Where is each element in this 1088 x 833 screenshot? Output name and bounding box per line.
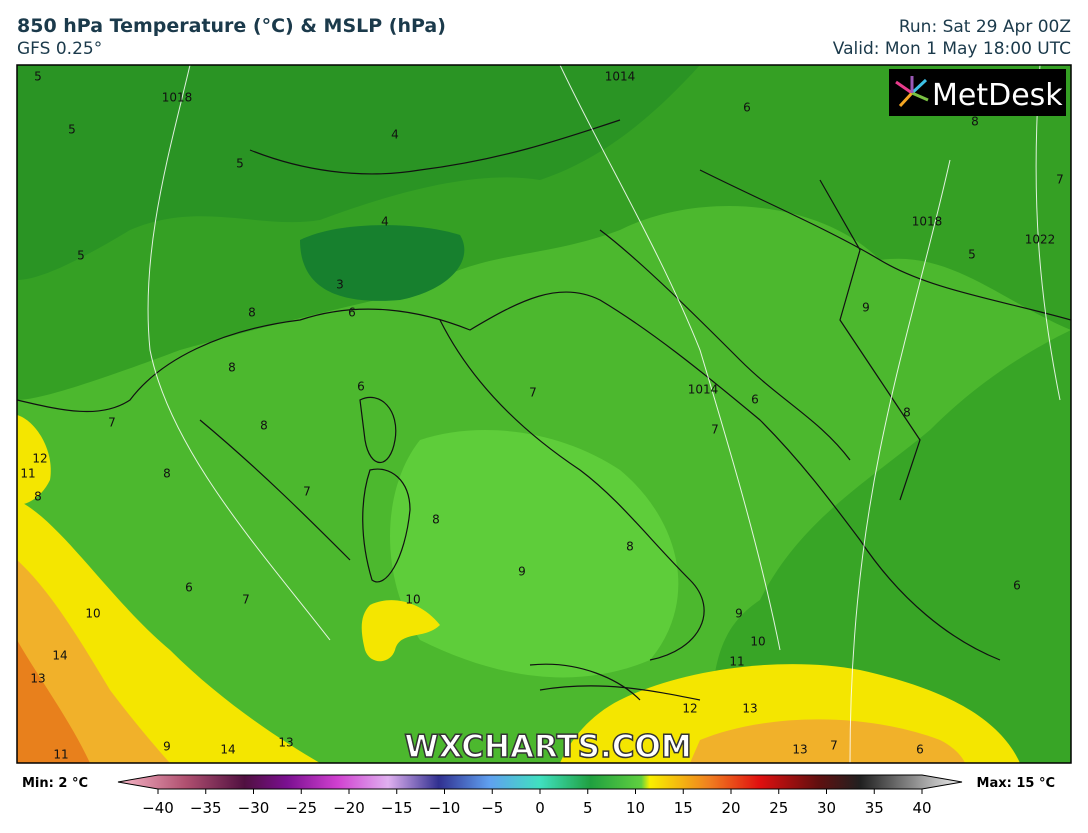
tick-label: −10 (429, 799, 461, 817)
contour-label: 8 (903, 406, 911, 420)
contour-label: 6 (1013, 579, 1021, 593)
tick-label: −15 (381, 799, 413, 817)
title: 850 hPa Temperature (°C) & MSLP (hPa) (17, 15, 446, 37)
tick-label: 30 (817, 799, 836, 817)
tick-label: 15 (674, 799, 693, 817)
contour-label: 14 (220, 743, 235, 757)
contour-label: 9 (163, 740, 171, 754)
tick-label: 25 (769, 799, 788, 817)
min-label: Min: 2 °C (22, 776, 88, 791)
logo-box (889, 69, 1066, 116)
contour-label: 8 (626, 540, 634, 554)
contour-label: 10 (750, 635, 765, 649)
contour-label: 5 (68, 123, 76, 137)
valid: Valid: Mon 1 May 18:00 UTC (833, 39, 1071, 59)
contour-label: 6 (357, 380, 365, 394)
contour-label: 7 (303, 485, 311, 499)
tick-label: −25 (285, 799, 317, 817)
logo: MetDesk (932, 78, 1063, 113)
run: Run: Sat 29 Apr 00Z (899, 17, 1071, 37)
coldest-region (300, 225, 465, 301)
contour-label: 13 (30, 672, 45, 686)
contour-label: 6 (185, 581, 193, 595)
contour-label: 1014 (605, 70, 636, 84)
watermark: WXCHARTS.COM (404, 729, 691, 765)
contour-label: 14 (52, 649, 67, 663)
contour-label: 4 (381, 215, 389, 229)
colder-region (17, 65, 700, 280)
tick-label: −40 (142, 799, 174, 817)
contour-label: 11 (53, 748, 68, 762)
contour-label: 8 (228, 361, 236, 375)
max-label: Max: 15 °C (977, 776, 1055, 791)
warmest-west (17, 640, 90, 763)
contour-label: 8 (432, 513, 440, 527)
contour-label: 7 (529, 386, 537, 400)
warm-iberia (17, 415, 51, 505)
contour-label: 6 (916, 743, 924, 757)
contour-label: 7 (108, 416, 116, 430)
contour-label: 5 (236, 157, 244, 171)
tick-label: 0 (535, 799, 545, 817)
colorbar-ticks: −40 −35 −30 −25 −20 −15 −10 −5 0 5 10 15 20 25 30 35 40 (142, 789, 932, 817)
contour-label: 8 (971, 115, 979, 129)
contour-label: 9 (518, 565, 526, 579)
contour-label: 6 (751, 393, 759, 407)
map: 5510185544361014685710181022868789101476… (16, 64, 1072, 766)
contour-label: 8 (163, 467, 171, 481)
contour-label: 1014 (688, 383, 719, 397)
logo-icon (895, 76, 929, 108)
contour-label: 8 (34, 490, 42, 504)
contour-label: 5 (77, 249, 85, 263)
contour-label: 3 (336, 278, 344, 292)
tick-label: −20 (333, 799, 365, 817)
contour-label: 9 (735, 607, 743, 621)
subtitle: GFS 0.25° (17, 39, 102, 59)
contour-label: 4 (391, 128, 399, 142)
warmer-east (690, 719, 965, 763)
contour-label: 5 (968, 248, 976, 262)
tick-label: 35 (865, 799, 884, 817)
tick-label: −5 (481, 799, 503, 817)
tick-label: −35 (190, 799, 222, 817)
warm-blob (361, 600, 440, 662)
contour-label: 10 (405, 593, 420, 607)
contour-label: 7 (1056, 173, 1064, 187)
contour-label: 8 (260, 419, 268, 433)
contour-label: 13 (278, 736, 293, 750)
contour-label: 1022 (1025, 233, 1056, 247)
contour-label: 12 (32, 452, 47, 466)
contour-label: 8 (248, 306, 256, 320)
contour-label: 11 (729, 655, 744, 669)
tick-label: 10 (626, 799, 645, 817)
tick-label: −30 (238, 799, 270, 817)
colorbar (117, 774, 963, 790)
map-frame (16, 64, 1072, 764)
contour-label: 11 (20, 467, 35, 481)
contour-label: 7 (830, 739, 838, 753)
contour-label: 6 (743, 101, 751, 115)
contour-label: 7 (242, 593, 250, 607)
contour-label: 7 (711, 423, 719, 437)
contour-label: 6 (348, 306, 356, 320)
contour-label: 1018 (912, 215, 943, 229)
tick-label: 5 (583, 799, 593, 817)
contour-label: 13 (742, 702, 757, 716)
contour-label: 5 (34, 70, 42, 84)
contour-label: 9 (862, 301, 870, 315)
contour-label: 12 (682, 702, 697, 716)
contour-labels: 5510185544361014685710181022868789101476… (20, 70, 1063, 762)
tick-label: 40 (912, 799, 931, 817)
contour-label: 10 (85, 607, 100, 621)
contour-label: 13 (792, 743, 807, 757)
east-region (700, 330, 1071, 763)
contour-label: 1018 (162, 91, 193, 105)
tick-label: 20 (721, 799, 740, 817)
